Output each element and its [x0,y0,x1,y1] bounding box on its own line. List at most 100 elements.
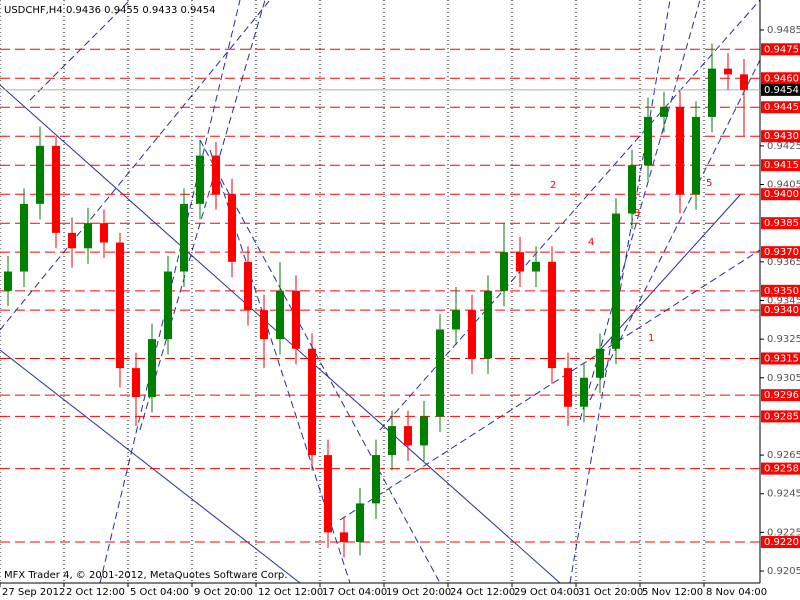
candle-body [100,223,108,243]
candle-body [36,145,44,204]
level-label-bg [761,217,800,230]
candle-body [404,426,412,446]
level-label: 0.9296 [764,390,799,401]
level-label: 0.9445 [764,102,799,113]
y-tick-label: 0.9325 [767,334,800,345]
candle-body [628,165,636,214]
candle-body [708,68,716,117]
level-label-bg [761,304,800,317]
annotation: 2 [550,180,556,191]
candle-body [500,252,508,291]
level-label: 0.9285 [764,411,799,422]
candle-body [564,368,572,407]
candle-body [212,155,220,195]
level-label: 0.9385 [764,218,799,229]
candle-body [740,74,748,90]
level-label: 0.9475 [764,44,799,55]
candle-body [580,377,588,407]
last-price-label: 0.9454 [764,85,799,96]
candle-body [244,261,252,311]
y-tick-label: 0.9245 [767,489,800,500]
candle-body [612,213,620,349]
candle-body [308,348,316,456]
y-tick-label: 0.9225 [767,527,800,538]
candle-body [468,310,476,359]
annotation: 1 [648,333,654,344]
candle-body [260,310,268,340]
level-label-bg [761,72,800,85]
candle-body [388,426,396,456]
candle-body [276,290,284,340]
ohlc-text: 0.9436 0.9455 0.9433 0.9454 [66,5,216,16]
x-tick-label: 31 Oct 20:00 [578,587,643,598]
x-tick-label: 29 Oct 04:00 [514,587,579,598]
level-label-bg [761,352,800,365]
trendline [339,249,761,521]
level-label: 0.9370 [764,247,799,258]
level-label: 0.9340 [764,305,799,316]
level-label: 0.9400 [764,189,799,200]
candle-body [516,252,524,272]
candle-body [116,242,124,369]
candle-body [644,116,652,166]
level-label: 0.9220 [764,537,799,548]
candle-body [548,261,556,369]
candle-body [228,194,236,262]
level-label: 0.9415 [764,160,799,171]
candle-body [420,416,428,446]
x-tick-label: 24 Oct 12:00 [450,587,515,598]
y-tick-label: 0.9485 [767,25,800,36]
candle-body [68,232,76,249]
level-label: 0.9315 [764,353,799,364]
candle-body [148,339,156,398]
candle-body [132,368,140,398]
footer: MFX Trader 4, © 2001-2012, MetaQuotes So… [4,570,287,581]
trendline [0,349,301,584]
candle-body [676,107,684,195]
level-label-bg [761,130,800,143]
candle-body [180,203,188,272]
y-tick-label: 0.9365 [767,257,800,268]
x-tick-label: 17 Oct 04:00 [322,587,387,598]
candle-body [196,155,204,204]
annotation: 4 [588,237,594,248]
trendline [199,139,441,584]
last-price-bg [761,83,800,96]
level-label: 0.9258 [764,464,799,475]
x-tick-label: 12 Oct 12:00 [258,587,323,598]
candle-body [164,271,172,340]
candle-body [452,310,460,330]
candle-body [20,203,28,272]
level-label: 0.9460 [764,73,799,84]
level-label-bg [761,246,800,259]
level-label-bg [761,389,800,402]
level-label-bg [761,43,800,56]
level-label: 0.9430 [764,131,799,142]
annotation: 3 [634,208,640,219]
candle-body [436,329,444,417]
candle-body [372,455,380,504]
candle-body [324,455,332,533]
trendline [379,0,761,431]
candle-body [724,68,732,75]
candle-body [4,271,12,291]
level-label-bg [761,284,800,297]
x-tick-label: 5 Nov 12:00 [642,587,703,598]
chart-title: USDCHF,H4 [4,5,63,16]
x-tick-label: 19 Oct 20:00 [386,587,451,598]
y-tick-label: 0.9265 [767,450,800,461]
candle-body [532,261,540,272]
x-tick-label: 5 Oct 04:00 [130,587,189,598]
candle-body [340,532,348,543]
level-label-bg [761,101,800,114]
x-tick-label: 2 Oct 12:00 [66,587,125,598]
level-label: 0.9350 [764,286,799,297]
y-tick-label: 0.9205 [767,566,800,577]
trendline [29,0,131,101]
candle-body [52,145,60,233]
x-tick-label: 8 Nov 04:00 [706,587,767,598]
level-label-bg [761,159,800,172]
trendline [139,0,266,431]
